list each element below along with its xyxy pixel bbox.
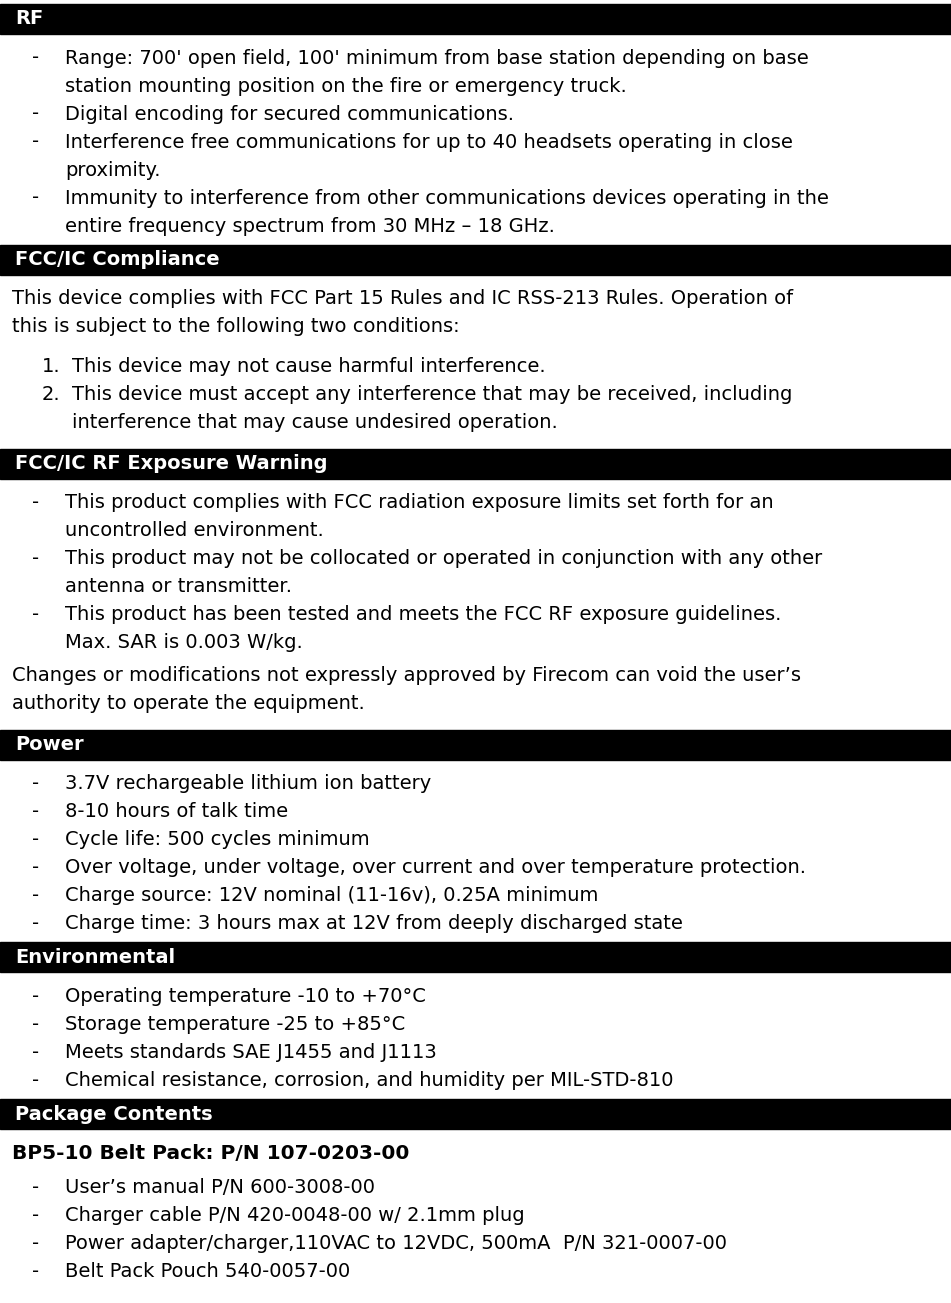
Bar — [0, 4, 951, 34]
Text: proximity.: proximity. — [65, 160, 161, 180]
Text: -: - — [32, 1178, 39, 1196]
Text: 8-10 hours of talk time: 8-10 hours of talk time — [65, 803, 288, 821]
Text: -: - — [32, 189, 39, 207]
Text: authority to operate the equipment.: authority to operate the equipment. — [12, 694, 365, 713]
Text: -: - — [32, 1071, 39, 1089]
Text: entire frequency spectrum from 30 MHz – 18 GHz.: entire frequency spectrum from 30 MHz – … — [65, 216, 554, 236]
Text: This device may not cause harmful interference.: This device may not cause harmful interf… — [72, 357, 546, 377]
Text: User’s manual P/N 600-3008-00: User’s manual P/N 600-3008-00 — [65, 1178, 375, 1196]
Text: -: - — [32, 915, 39, 933]
Text: -: - — [32, 550, 39, 568]
Text: -: - — [32, 1234, 39, 1252]
Text: -: - — [32, 1261, 39, 1281]
Text: This product may not be collocated or operated in conjunction with any other: This product may not be collocated or op… — [65, 550, 823, 568]
Text: -: - — [32, 803, 39, 821]
Bar — [0, 942, 951, 972]
Text: This device complies with FCC Part 15 Rules and IC RSS-213 Rules. Operation of: This device complies with FCC Part 15 Ru… — [12, 289, 793, 309]
Bar — [0, 730, 951, 760]
Text: station mounting position on the fire or emergency truck.: station mounting position on the fire or… — [65, 77, 627, 95]
Text: Operating temperature -10 to +70°C: Operating temperature -10 to +70°C — [65, 986, 426, 1006]
Text: -: - — [32, 859, 39, 877]
Text: -: - — [32, 1015, 39, 1033]
Text: 2.: 2. — [42, 386, 61, 404]
Text: Package Contents: Package Contents — [15, 1105, 213, 1123]
Text: Immunity to interference from other communications devices operating in the: Immunity to interference from other comm… — [65, 189, 829, 207]
Text: Meets standards SAE J1455 and J1113: Meets standards SAE J1455 and J1113 — [65, 1042, 437, 1062]
Text: Charge source: 12V nominal (11-16v), 0.25A minimum: Charge source: 12V nominal (11-16v), 0.2… — [65, 886, 598, 906]
Text: This device must accept any interference that may be received, including: This device must accept any interference… — [72, 386, 792, 404]
Text: this is subject to the following two conditions:: this is subject to the following two con… — [12, 318, 459, 336]
Text: Chemical resistance, corrosion, and humidity per MIL-STD-810: Chemical resistance, corrosion, and humi… — [65, 1071, 673, 1089]
Text: Storage temperature -25 to +85°C: Storage temperature -25 to +85°C — [65, 1015, 405, 1033]
Text: -: - — [32, 886, 39, 906]
Text: FCC/IC Compliance: FCC/IC Compliance — [15, 250, 220, 270]
Text: This product complies with FCC radiation exposure limits set forth for an: This product complies with FCC radiation… — [65, 494, 773, 512]
Text: Environmental: Environmental — [15, 947, 175, 967]
Text: BP5-10 Belt Pack: P/N 107-0203-00: BP5-10 Belt Pack: P/N 107-0203-00 — [12, 1144, 409, 1162]
Text: Charger cable P/N 420-0048-00 w/ 2.1mm plug: Charger cable P/N 420-0048-00 w/ 2.1mm p… — [65, 1205, 525, 1225]
Text: Digital encoding for secured communications.: Digital encoding for secured communicati… — [65, 104, 514, 124]
Text: Max. SAR is 0.003 W/kg.: Max. SAR is 0.003 W/kg. — [65, 633, 302, 653]
Text: Charge time: 3 hours max at 12V from deeply discharged state: Charge time: 3 hours max at 12V from dee… — [65, 915, 683, 933]
Text: -: - — [32, 1205, 39, 1225]
Text: RF: RF — [15, 9, 43, 29]
Text: 1.: 1. — [42, 357, 61, 377]
Text: Power: Power — [15, 735, 84, 754]
Text: Power adapter/charger,110VAC to 12VDC, 500mA  P/N 321-0007-00: Power adapter/charger,110VAC to 12VDC, 5… — [65, 1234, 727, 1252]
Text: Range: 700' open field, 100' minimum from base station depending on base: Range: 700' open field, 100' minimum fro… — [65, 48, 808, 68]
Text: Over voltage, under voltage, over current and over temperature protection.: Over voltage, under voltage, over curren… — [65, 859, 806, 877]
Text: -: - — [32, 774, 39, 794]
Text: -: - — [32, 133, 39, 151]
Text: -: - — [32, 1042, 39, 1062]
Text: 3.7V rechargeable lithium ion battery: 3.7V rechargeable lithium ion battery — [65, 774, 431, 794]
Text: Cycle life: 500 cycles minimum: Cycle life: 500 cycles minimum — [65, 830, 370, 850]
Text: -: - — [32, 830, 39, 850]
Text: This product has been tested and meets the FCC RF exposure guidelines.: This product has been tested and meets t… — [65, 606, 782, 624]
Text: -: - — [32, 606, 39, 624]
Text: interference that may cause undesired operation.: interference that may cause undesired op… — [72, 413, 557, 433]
Text: Interference free communications for up to 40 headsets operating in close: Interference free communications for up … — [65, 133, 793, 151]
Text: -: - — [32, 986, 39, 1006]
Text: -: - — [32, 104, 39, 124]
Text: Changes or modifications not expressly approved by Firecom can void the user’s: Changes or modifications not expressly a… — [12, 666, 801, 685]
Text: -: - — [32, 494, 39, 512]
Bar — [0, 448, 951, 478]
Text: Belt Pack Pouch 540-0057-00: Belt Pack Pouch 540-0057-00 — [65, 1261, 350, 1281]
Text: antenna or transmitter.: antenna or transmitter. — [65, 577, 292, 597]
Text: uncontrolled environment.: uncontrolled environment. — [65, 521, 323, 541]
Text: -: - — [32, 48, 39, 68]
Bar — [0, 1100, 951, 1130]
Bar — [0, 245, 951, 275]
Text: FCC/IC RF Exposure Warning: FCC/IC RF Exposure Warning — [15, 455, 327, 473]
